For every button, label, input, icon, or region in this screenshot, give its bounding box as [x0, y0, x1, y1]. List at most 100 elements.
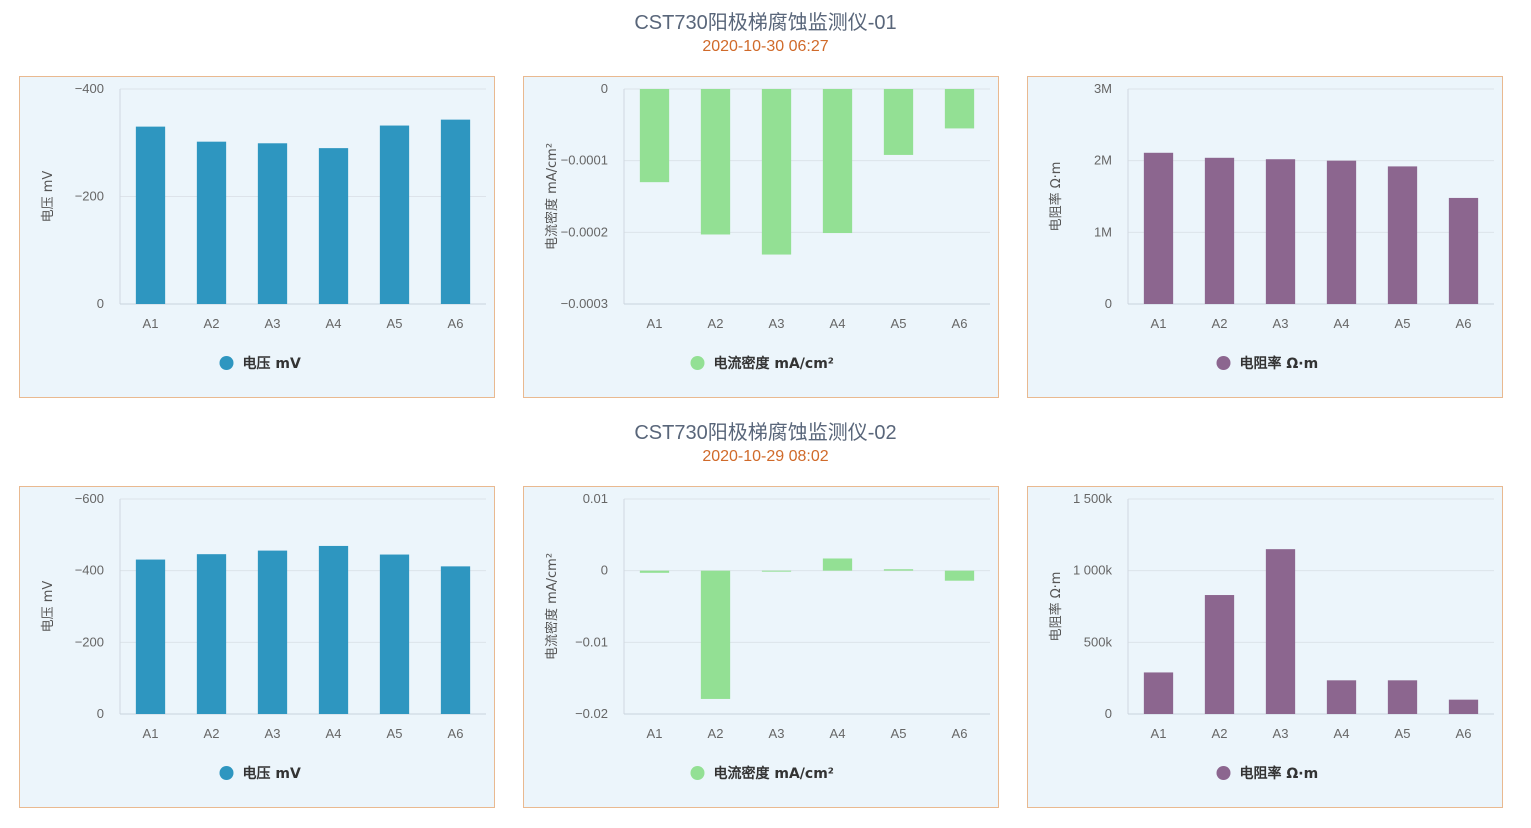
y-tick-label: −400	[75, 563, 104, 578]
x-tick-label: A6	[952, 316, 968, 331]
legend-marker[interactable]	[1216, 766, 1231, 780]
device-timestamp-1: 2020-10-30 06:27	[702, 38, 829, 55]
bar[interactable]	[1265, 159, 1296, 304]
bar[interactable]	[257, 143, 288, 304]
bar[interactable]	[1387, 680, 1418, 714]
bar[interactable]	[883, 569, 914, 571]
bar[interactable]	[135, 559, 166, 714]
legend-marker[interactable]	[1216, 356, 1231, 370]
y-tick-label: 1 000k	[1073, 563, 1113, 578]
legend-label[interactable]: 电压 mV	[243, 765, 301, 782]
x-tick-label: A4	[326, 316, 342, 331]
bar[interactable]	[135, 126, 166, 304]
bar[interactable]	[700, 570, 731, 699]
x-tick-label: A3	[769, 726, 785, 741]
y-tick-label: −0.01	[575, 634, 608, 649]
y-tick-label: −0.0001	[561, 153, 608, 168]
bar[interactable]	[700, 89, 731, 235]
x-tick-label: A1	[647, 726, 663, 741]
x-tick-label: A1	[1151, 726, 1167, 741]
x-tick-label: A6	[448, 316, 464, 331]
y-tick-label: −400	[75, 81, 104, 96]
x-tick-label: A6	[952, 726, 968, 741]
bar[interactable]	[822, 89, 853, 234]
x-tick-label: A3	[265, 726, 281, 741]
x-tick-label: A1	[143, 316, 159, 331]
y-tick-label: 0	[97, 296, 104, 311]
legend-marker[interactable]	[690, 766, 705, 780]
legend-label[interactable]: 电流密度 mA/cm²	[714, 355, 834, 372]
x-tick-label: A1	[1151, 316, 1167, 331]
current-density-chart-1-svg: 0 −0.0001 −0.0002 −0.0003 A1 A2 A3 A4 A5 A6 电流密度 m…	[544, 81, 990, 372]
legend-marker[interactable]	[690, 356, 705, 370]
bar[interactable]	[318, 148, 349, 304]
bar[interactable]	[440, 566, 471, 714]
bar[interactable]	[761, 570, 792, 572]
bar[interactable]	[1326, 680, 1357, 714]
x-tick-label: A6	[448, 726, 464, 741]
y-axis-title: 电流密度 mA/cm²	[544, 143, 560, 250]
resistivity-chart-1-svg: 0 1M 2M 3M A1 A2 A3 A4 A5 A6 电阻率 Ω·m 电阻率 Ω·m	[1048, 81, 1494, 372]
bar[interactable]	[639, 570, 670, 573]
bar[interactable]	[1448, 699, 1479, 714]
bar[interactable]	[257, 550, 288, 714]
bar[interactable]	[379, 125, 410, 304]
legend-label[interactable]: 电阻率 Ω·m	[1240, 765, 1319, 782]
x-tick-label: A4	[830, 316, 846, 331]
legend-label[interactable]: 电压 mV	[243, 355, 301, 372]
x-tick-label: A3	[1273, 726, 1289, 741]
voltage-chart-2-svg: 0 −200 −400 −600 A1 A2 A3 A4 A5 A6 电压 mV 电压 mV	[41, 491, 486, 782]
x-tick-label: A2	[204, 316, 220, 331]
resistivity-chart-2: 0 500k 1 000k 1 500k A1 A2 A3 A4 A5 A6 电阻率 Ω·m 电阻率 …	[1027, 486, 1503, 808]
bar[interactable]	[822, 558, 853, 571]
x-tick-label: A2	[1212, 726, 1228, 741]
y-tick-label: −200	[75, 634, 104, 649]
bar[interactable]	[196, 554, 227, 714]
x-tick-label: A2	[1212, 316, 1228, 331]
y-axis-title: 电阻率 Ω·m	[1048, 572, 1064, 642]
bar[interactable]	[1143, 152, 1174, 304]
bar[interactable]	[1448, 197, 1479, 304]
x-tick-label: A5	[1395, 316, 1411, 331]
y-tick-label: 1 500k	[1073, 491, 1113, 506]
bar[interactable]	[1387, 166, 1418, 304]
x-tick-label: A3	[769, 316, 785, 331]
voltage-chart-1: 0 −200 −400 A1 A2 A3 A4 A5 A6 电压 mV 电压 mV	[19, 76, 495, 398]
bar[interactable]	[944, 89, 975, 129]
y-tick-label: 2M	[1094, 153, 1112, 168]
legend-label[interactable]: 电流密度 mA/cm²	[714, 765, 834, 782]
bar[interactable]	[944, 570, 975, 581]
bar[interactable]	[440, 119, 471, 304]
y-tick-label: 1M	[1094, 224, 1112, 239]
device-timestamp-2: 2020-10-29 08:02	[702, 448, 829, 465]
bar[interactable]	[1326, 160, 1357, 304]
x-tick-label: A2	[708, 316, 724, 331]
x-tick-label: A3	[265, 316, 281, 331]
bar[interactable]	[761, 89, 792, 255]
x-tick-label: A5	[891, 316, 907, 331]
x-tick-label: A2	[708, 726, 724, 741]
device-title-2: CST730阳极梯腐蚀监测仪-02	[634, 422, 897, 444]
x-tick-label: A5	[387, 316, 403, 331]
bar[interactable]	[318, 545, 349, 714]
y-tick-label: 0	[1105, 706, 1112, 721]
y-tick-label: 0.01	[583, 491, 608, 506]
x-tick-label: A2	[204, 726, 220, 741]
legend-label[interactable]: 电阻率 Ω·m	[1240, 355, 1319, 372]
bar[interactable]	[1204, 157, 1235, 304]
y-tick-label: 0	[601, 563, 608, 578]
x-tick-label: A4	[1334, 726, 1350, 741]
bar[interactable]	[1265, 549, 1296, 714]
bar[interactable]	[639, 89, 670, 183]
bar[interactable]	[883, 89, 914, 155]
bar[interactable]	[196, 141, 227, 304]
legend-marker[interactable]	[219, 356, 234, 370]
current-density-chart-2: 0.01 0 −0.01 −0.02 A1 A2 A3 A4 A5 A6 电流密度 mA/cm² 电流…	[523, 486, 999, 808]
x-tick-label: A3	[1273, 316, 1289, 331]
bar[interactable]	[1204, 595, 1235, 714]
x-tick-label: A4	[830, 726, 846, 741]
bar[interactable]	[379, 554, 410, 714]
legend-marker[interactable]	[219, 766, 234, 780]
y-tick-label: 3M	[1094, 81, 1112, 96]
bar[interactable]	[1143, 672, 1174, 714]
